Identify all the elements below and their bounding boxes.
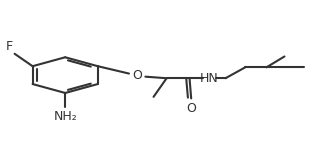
Text: HN: HN	[200, 72, 218, 85]
Text: NH₂: NH₂	[53, 110, 77, 123]
Text: O: O	[186, 101, 196, 115]
Text: O: O	[132, 69, 142, 82]
Text: F: F	[6, 40, 13, 53]
